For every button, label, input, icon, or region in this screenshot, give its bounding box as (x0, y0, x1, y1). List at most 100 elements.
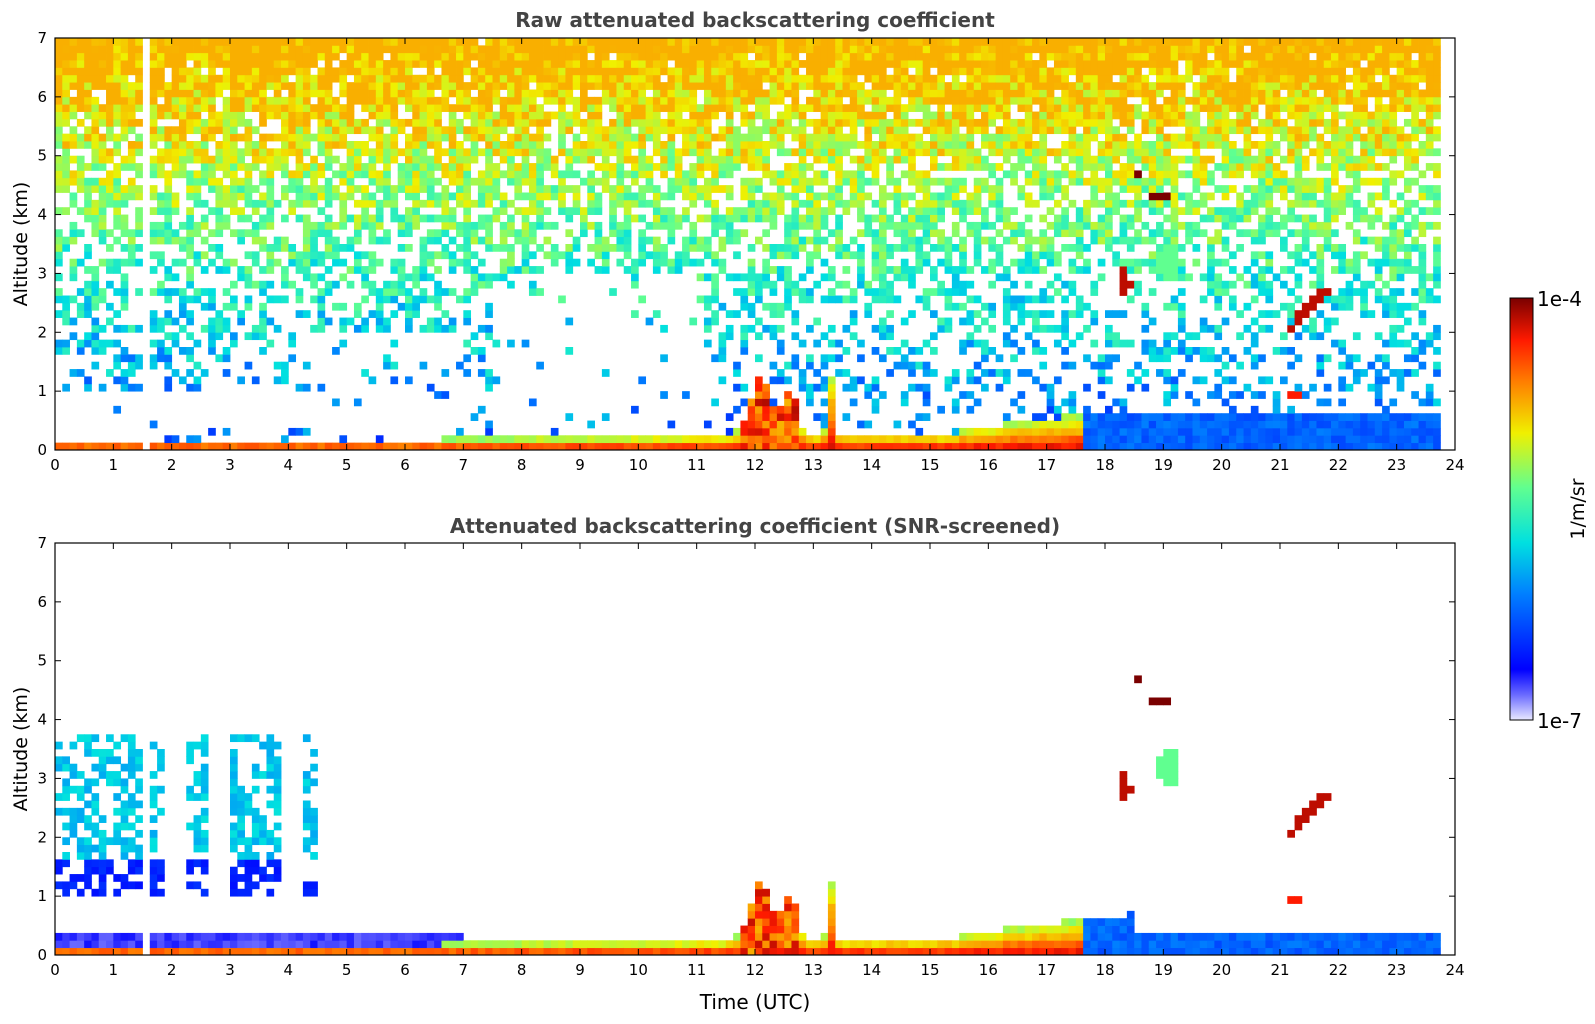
heatmap-cell (995, 82, 1004, 90)
heatmap-cell (368, 155, 377, 164)
heatmap-cell (273, 244, 282, 252)
heatmap-cell (1024, 148, 1033, 157)
heatmap-cell (273, 45, 282, 54)
heatmap-cell (806, 251, 814, 260)
heatmap-cell (638, 60, 647, 68)
heatmap-cell (674, 82, 683, 90)
heatmap-cell (682, 177, 690, 186)
heatmap-cell (346, 111, 355, 120)
heatmap-cell (806, 288, 814, 296)
heatmap-cell (580, 207, 588, 215)
heatmap-cell (718, 45, 727, 54)
heatmap-cell (244, 89, 253, 98)
heatmap-cell (230, 74, 238, 83)
heatmap-cell (368, 38, 377, 46)
heatmap-cell (324, 96, 333, 105)
heatmap-cell (390, 104, 399, 112)
heatmap-cell (222, 185, 231, 193)
heatmap-cell (806, 74, 814, 83)
heatmap-cell (784, 435, 792, 444)
heatmap-cell (390, 280, 399, 289)
heatmap-cell (813, 52, 822, 61)
heatmap-cell (922, 361, 931, 370)
heatmap-cell (660, 391, 668, 399)
heatmap-cell (1010, 295, 1018, 304)
heatmap-cell (135, 229, 143, 238)
heatmap-cell (149, 339, 158, 348)
heatmap-cell (762, 427, 770, 436)
heatmap-cell (1090, 229, 1099, 238)
heatmap-cell (324, 221, 333, 230)
heatmap-cell (1010, 96, 1018, 105)
heatmap-cell (1163, 442, 1172, 450)
heatmap-cell (470, 442, 479, 450)
heatmap-cell (368, 221, 377, 230)
heatmap-cell (609, 163, 617, 171)
heatmap-cell (623, 60, 632, 68)
heatmap-cell (463, 339, 472, 348)
heatmap-cell (609, 67, 617, 76)
heatmap-cell (171, 82, 180, 90)
heatmap-cell (127, 89, 136, 98)
heatmap-cell (762, 104, 770, 112)
heatmap-cell (769, 251, 778, 260)
heatmap-cell (966, 442, 975, 450)
heatmap-cell (908, 435, 916, 444)
heatmap-cell (470, 52, 479, 61)
heatmap-cell (361, 52, 369, 61)
heatmap-cell (317, 324, 326, 333)
heatmap-cell (1097, 148, 1106, 157)
heatmap-cell (55, 74, 63, 83)
heatmap-cell (528, 52, 537, 61)
heatmap-cell (339, 435, 348, 444)
heatmap-cell (178, 347, 187, 355)
heatmap-cell (609, 104, 617, 112)
heatmap-cell (470, 148, 479, 157)
heatmap-cell (1163, 273, 1172, 282)
heatmap-cell (178, 148, 187, 157)
heatmap-cell (784, 192, 792, 201)
heatmap-cell (346, 126, 355, 135)
heatmap-cell (769, 266, 778, 274)
heatmap-cell (995, 199, 1004, 208)
heatmap-cell (587, 38, 595, 46)
heatmap-cell (251, 442, 260, 450)
heatmap-cell (353, 60, 362, 68)
heatmap-cell (507, 118, 515, 127)
heatmap-cell (703, 185, 712, 193)
heatmap-cell (157, 155, 165, 164)
heatmap-cell (244, 74, 253, 83)
heatmap-cell (1061, 398, 1069, 407)
heatmap-cell (769, 89, 778, 98)
heatmap-cell (820, 383, 829, 392)
heatmap-cell (186, 383, 194, 392)
heatmap-cell (973, 236, 982, 245)
heatmap-cell (922, 214, 931, 223)
heatmap-cell (995, 258, 1004, 267)
heatmap-cell (1148, 288, 1157, 296)
heatmap-cell (332, 67, 340, 76)
heatmap-cell (674, 163, 683, 171)
heatmap-cell (113, 207, 122, 215)
heatmap-cell (332, 45, 340, 54)
heatmap-cell (645, 45, 654, 54)
heatmap-cell (959, 89, 967, 98)
heatmap-cell (565, 126, 574, 135)
heatmap-cell (813, 141, 822, 149)
heatmap-cell (857, 67, 865, 76)
heatmap-cell (1010, 354, 1018, 363)
heatmap-cell (784, 126, 792, 135)
heatmap-cell (878, 89, 887, 98)
heatmap-cell (76, 177, 85, 186)
heatmap-cell (281, 163, 289, 171)
heatmap-cell (1163, 376, 1172, 385)
heatmap-cell (878, 96, 887, 105)
heatmap-cell (317, 251, 326, 260)
heatmap-cell (1148, 420, 1157, 429)
heatmap-cell (674, 258, 683, 267)
heatmap-cell (426, 251, 435, 260)
heatmap-cell (1017, 96, 1026, 105)
heatmap-cell (652, 207, 661, 215)
heatmap-cell (1148, 45, 1157, 54)
heatmap-cell (434, 60, 442, 68)
